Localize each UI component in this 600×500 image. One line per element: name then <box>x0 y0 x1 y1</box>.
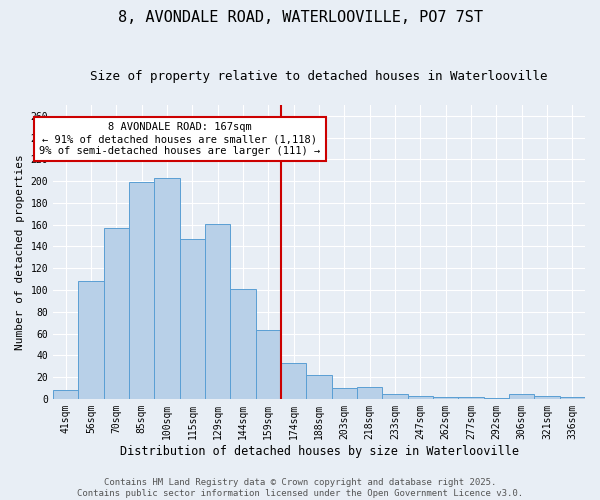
Title: Size of property relative to detached houses in Waterlooville: Size of property relative to detached ho… <box>90 70 548 83</box>
Bar <box>535 396 560 399</box>
Bar <box>281 363 307 399</box>
Bar <box>129 182 154 399</box>
Bar <box>382 394 407 399</box>
Text: 8, AVONDALE ROAD, WATERLOOVILLE, PO7 7ST: 8, AVONDALE ROAD, WATERLOOVILLE, PO7 7ST <box>118 10 482 25</box>
X-axis label: Distribution of detached houses by size in Waterlooville: Distribution of detached houses by size … <box>119 444 518 458</box>
Y-axis label: Number of detached properties: Number of detached properties <box>15 154 25 350</box>
Bar <box>433 396 458 399</box>
Text: Contains HM Land Registry data © Crown copyright and database right 2025.
Contai: Contains HM Land Registry data © Crown c… <box>77 478 523 498</box>
Bar <box>560 396 585 399</box>
Bar <box>205 224 230 399</box>
Bar <box>407 396 433 399</box>
Bar <box>332 388 357 399</box>
Bar <box>53 390 79 399</box>
Bar <box>458 396 484 399</box>
Bar <box>230 289 256 399</box>
Bar <box>357 387 382 399</box>
Bar <box>154 178 179 399</box>
Bar <box>104 228 129 399</box>
Bar <box>179 239 205 399</box>
Bar <box>79 282 104 399</box>
Bar <box>509 394 535 399</box>
Bar <box>484 398 509 399</box>
Text: 8 AVONDALE ROAD: 167sqm
← 91% of detached houses are smaller (1,118)
9% of semi-: 8 AVONDALE ROAD: 167sqm ← 91% of detache… <box>39 122 320 156</box>
Bar <box>307 375 332 399</box>
Bar <box>256 330 281 399</box>
